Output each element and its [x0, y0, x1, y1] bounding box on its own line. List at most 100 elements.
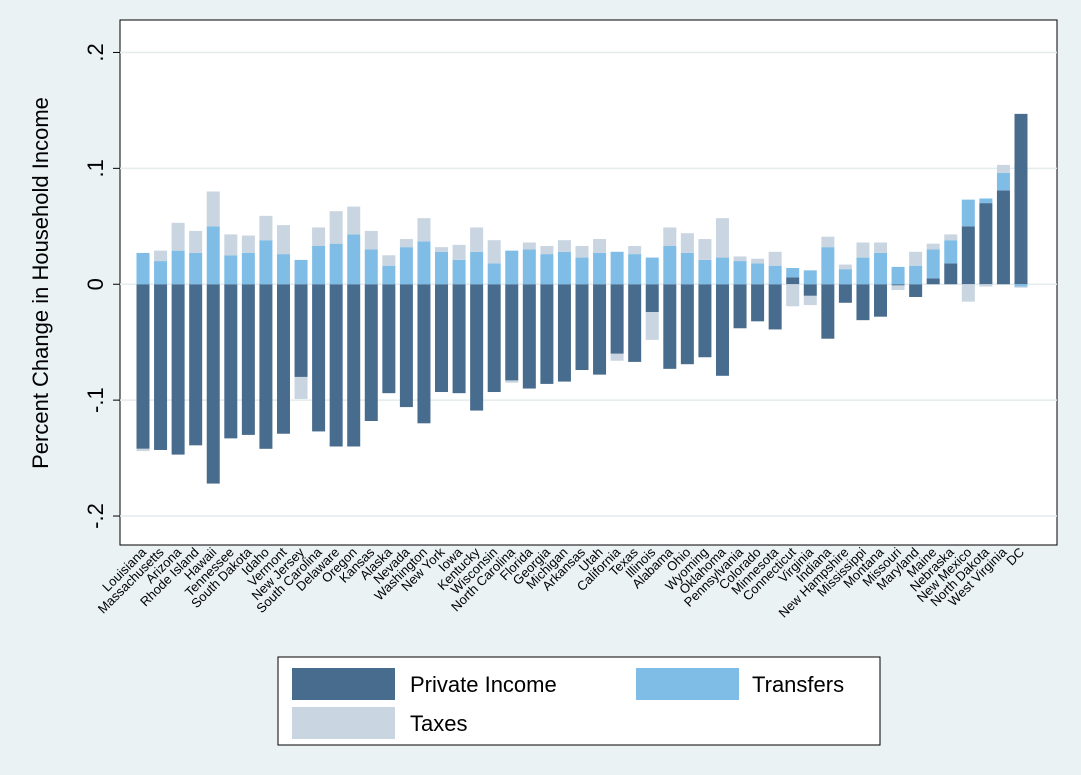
bar [786, 277, 800, 285]
bar [733, 261, 747, 285]
bar [768, 251, 782, 266]
bar [171, 250, 185, 285]
bar [838, 264, 852, 270]
bar [803, 284, 817, 296]
bar [241, 235, 255, 253]
bar [206, 191, 220, 227]
bar [768, 284, 782, 330]
bar [715, 284, 729, 376]
bar [751, 263, 765, 285]
bar [856, 284, 870, 321]
bar [628, 254, 642, 285]
bar [874, 284, 888, 317]
bar [241, 284, 255, 435]
bar [909, 251, 923, 266]
bar [435, 247, 449, 252]
y-tick-label: .1 [83, 159, 108, 177]
bar [645, 284, 659, 313]
bar [821, 247, 835, 285]
y-axis-title: Percent Change in Household Income [28, 97, 53, 469]
bar [364, 230, 378, 250]
bar [680, 252, 694, 285]
bar [926, 278, 940, 285]
bar [628, 245, 642, 255]
bar [505, 250, 519, 285]
bar [926, 249, 940, 279]
bar [347, 234, 361, 285]
bar [996, 164, 1010, 173]
y-tick-label: -.2 [83, 503, 108, 529]
bar [786, 284, 800, 307]
bar [540, 254, 554, 285]
bar [224, 234, 238, 256]
bar [1014, 284, 1028, 287]
bar [751, 284, 765, 322]
bar [575, 284, 589, 370]
bar [663, 227, 677, 246]
bar [435, 251, 449, 285]
bar [136, 448, 150, 452]
bar [470, 284, 484, 411]
bar [206, 284, 220, 484]
bar [698, 239, 712, 260]
bar [206, 226, 220, 285]
bar [610, 284, 624, 354]
bar [417, 218, 431, 242]
bar [856, 242, 870, 258]
bar [417, 284, 431, 424]
bar [312, 284, 326, 432]
bar [171, 222, 185, 251]
bar [189, 252, 203, 285]
bar [821, 284, 835, 339]
bar [522, 284, 536, 389]
bar [628, 284, 642, 362]
bar [751, 258, 765, 264]
legend-label: Transfers [752, 672, 844, 697]
bar [891, 285, 905, 291]
bar [803, 270, 817, 285]
bar [768, 265, 782, 285]
bar [329, 211, 343, 244]
bar [276, 254, 290, 285]
bar [364, 249, 378, 285]
bar [733, 256, 747, 262]
bar [312, 227, 326, 246]
bar [364, 284, 378, 421]
bar [961, 226, 975, 285]
bar [224, 284, 238, 439]
bar [698, 284, 712, 358]
bar [979, 198, 993, 204]
bar [189, 230, 203, 253]
bar [505, 284, 519, 381]
bar [382, 284, 396, 394]
bar [944, 240, 958, 264]
bar [452, 284, 466, 394]
bar [452, 244, 466, 260]
bar [276, 284, 290, 434]
bar [838, 284, 852, 303]
legend-label: Private Income [410, 672, 557, 697]
bar [487, 263, 501, 285]
bar [856, 257, 870, 285]
bar [891, 284, 905, 286]
bar [505, 380, 519, 383]
bar [593, 239, 607, 253]
bar [224, 255, 238, 285]
bar [329, 243, 343, 285]
bar [294, 259, 308, 285]
bar [557, 251, 571, 285]
bar [996, 172, 1010, 191]
bar [470, 227, 484, 252]
y-tick-label: -.1 [83, 387, 108, 413]
bar [715, 218, 729, 258]
bar [259, 240, 273, 285]
bar [663, 284, 677, 369]
bar [136, 284, 150, 449]
bar [452, 259, 466, 285]
bar [470, 251, 484, 285]
bar [382, 255, 396, 266]
bar [347, 206, 361, 235]
bar [575, 257, 589, 285]
bar [610, 353, 624, 361]
